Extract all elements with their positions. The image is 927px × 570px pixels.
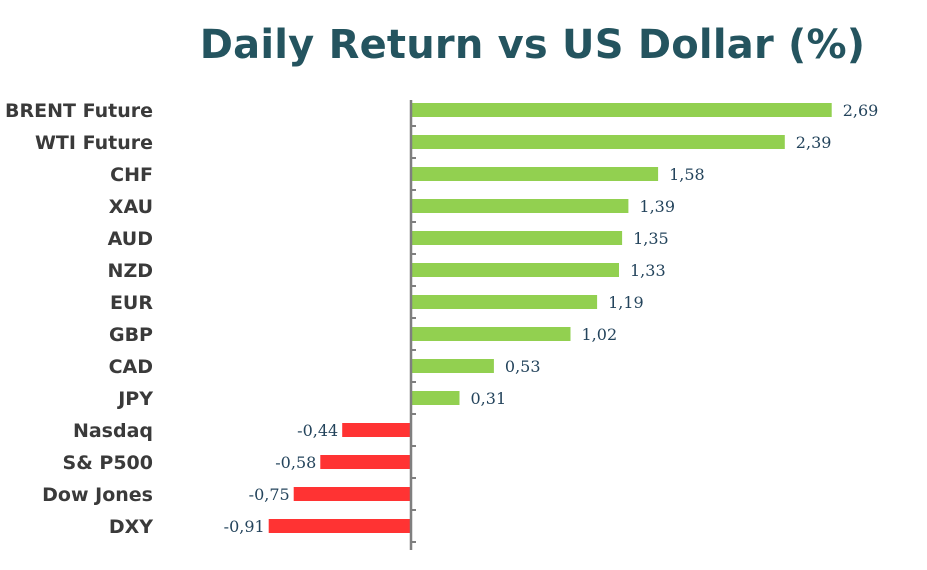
- value-label-dow-jones: -0,75: [249, 485, 290, 504]
- bar-cad: [411, 359, 494, 373]
- value-label-jpy: 0,31: [471, 389, 507, 408]
- bars-layer: [268, 103, 832, 533]
- category-label-chf: CHF: [110, 164, 153, 186]
- value-label-eur: 1,19: [608, 293, 644, 312]
- value-label-aud: 1,35: [633, 229, 669, 248]
- value-label-wti-future: 2,39: [796, 133, 832, 152]
- category-label-brent-future: BRENT Future: [5, 100, 153, 122]
- value-label-chf: 1,58: [669, 165, 705, 184]
- bar-xau: [411, 199, 629, 213]
- value-label-nasdaq: -0,44: [297, 421, 338, 440]
- category-label-dxy: DXY: [109, 516, 153, 538]
- category-label-wti-future: WTI Future: [35, 132, 153, 154]
- bar-dow-jones: [293, 487, 411, 501]
- bar-jpy: [411, 391, 460, 405]
- labels-layer: BRENT Future 2,69 WTI Future 2,39 CHF 1,58 XAU…: [5, 100, 878, 538]
- value-label-gbp: 1,02: [582, 325, 618, 344]
- category-label-aud: AUD: [108, 228, 153, 250]
- zero-axis: [409, 100, 416, 550]
- category-label-s-p500: S& P500: [63, 452, 153, 474]
- category-label-xau: XAU: [109, 196, 153, 218]
- category-label-cad: CAD: [109, 356, 153, 378]
- value-label-xau: 1,39: [639, 197, 675, 216]
- value-label-brent-future: 2,69: [843, 101, 879, 120]
- category-label-jpy: JPY: [116, 388, 153, 410]
- value-label-dxy: -0,91: [224, 517, 265, 536]
- bar-dxy: [268, 519, 411, 533]
- bar-chf: [411, 167, 659, 181]
- bar-aud: [411, 231, 623, 245]
- category-label-nasdaq: Nasdaq: [73, 420, 153, 442]
- category-label-gbp: GBP: [109, 324, 153, 346]
- value-label-s-p500: -0,58: [275, 453, 316, 472]
- value-label-cad: 0,53: [505, 357, 541, 376]
- bar-eur: [411, 295, 598, 309]
- bar-nasdaq: [342, 423, 411, 437]
- chart-title: Daily Return vs US Dollar (%): [199, 22, 866, 68]
- value-label-nzd: 1,33: [630, 261, 666, 280]
- category-label-eur: EUR: [110, 292, 153, 314]
- bar-wti-future: [411, 135, 785, 149]
- bar-nzd: [411, 263, 619, 277]
- bar-s-p500: [320, 455, 411, 469]
- bar-gbp: [411, 327, 571, 341]
- bar-brent-future: [411, 103, 832, 117]
- category-label-dow-jones: Dow Jones: [42, 484, 153, 506]
- category-label-nzd: NZD: [108, 260, 153, 282]
